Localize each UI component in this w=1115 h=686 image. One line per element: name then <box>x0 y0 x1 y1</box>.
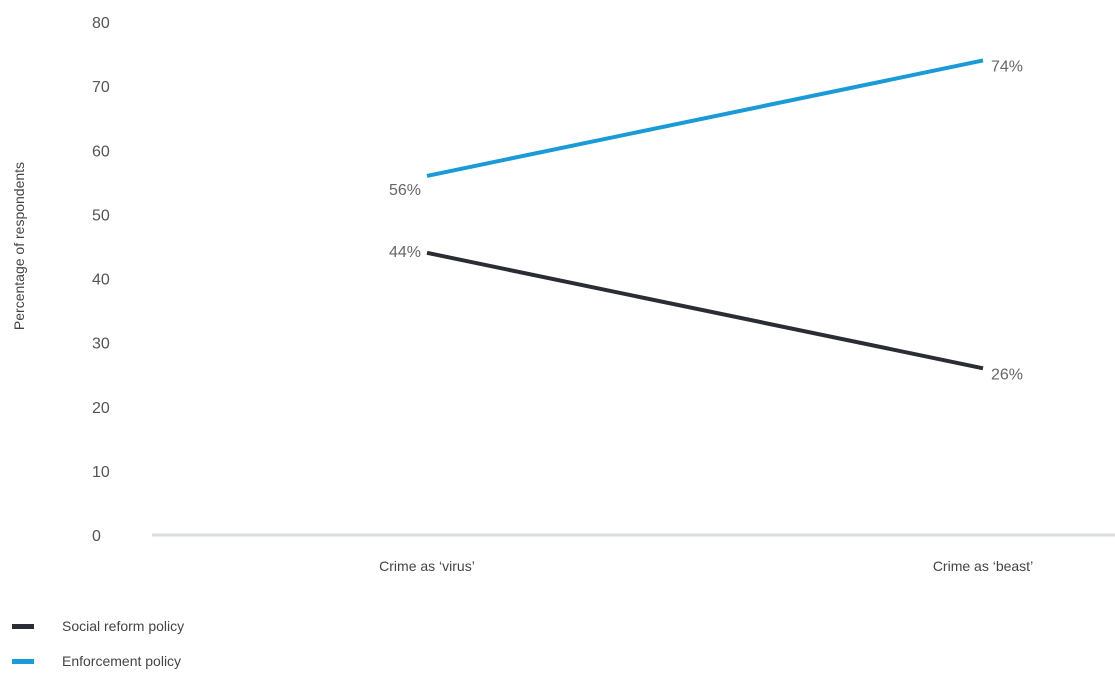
y-tick-label-30: 30 <box>92 336 110 353</box>
x-tick-label-beast: Crime as ‘beast’ <box>933 558 1033 574</box>
y-tick-label-10: 10 <box>92 464 110 481</box>
data-label-social-reform-beast: 26% <box>991 366 1023 383</box>
y-tick-label-0: 0 <box>92 528 101 545</box>
y-tick-label-40: 40 <box>92 272 110 289</box>
x-tick-label-virus: Crime as ‘virus’ <box>379 558 475 574</box>
data-label-enforcement-beast: 74% <box>991 58 1023 75</box>
y-tick-label-60: 60 <box>92 143 110 160</box>
legend-label-enforcement: Enforcement policy <box>62 653 182 669</box>
y-tick-label-20: 20 <box>92 400 110 417</box>
line-chart: Percentage of respondents 0 10 20 30 40 50 60 7… <box>11 15 1115 574</box>
data-label-enforcement-virus: 56% <box>389 182 421 199</box>
y-tick-label-50: 50 <box>92 207 110 224</box>
y-tick-label-70: 70 <box>92 79 110 96</box>
legend-swatch-social-reform <box>12 623 34 629</box>
data-label-social-reform-virus: 44% <box>389 244 421 261</box>
series-line-enforcement <box>426 58 984 178</box>
legend-swatch-enforcement <box>12 658 34 664</box>
legend: Social reform policy Enforcement policy <box>12 616 184 686</box>
legend-label-social-reform: Social reform policy <box>62 618 185 634</box>
legend-item-social-reform: Social reform policy <box>12 616 184 636</box>
y-tick-label-80: 80 <box>92 15 110 32</box>
legend-item-enforcement: Enforcement policy <box>12 651 184 671</box>
y-axis-label: Percentage of respondents <box>11 162 27 330</box>
series-line-social-reform <box>426 250 984 371</box>
